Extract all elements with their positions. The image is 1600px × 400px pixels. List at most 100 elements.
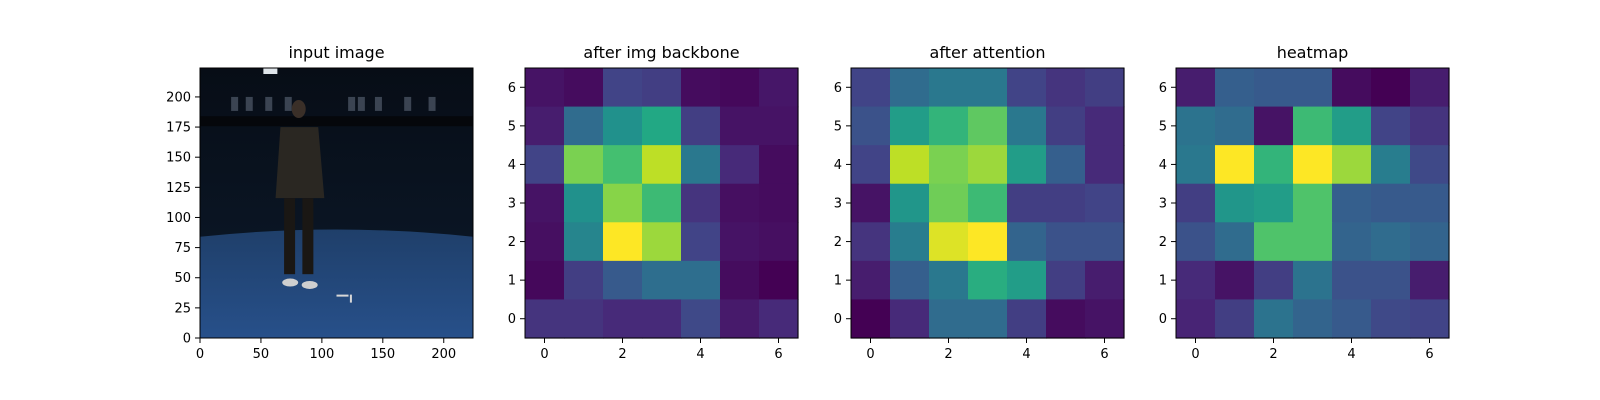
x-tick-label: 4 (1347, 347, 1355, 362)
y-tick-label: 3 (834, 197, 842, 212)
heatmap-cell (1176, 299, 1216, 339)
heatmap-cell (642, 222, 682, 262)
heatmap-cell (759, 145, 799, 185)
heatmap-cell (1007, 106, 1047, 146)
heatmap-cell (603, 145, 643, 185)
heatmap-cell (603, 183, 643, 223)
heatmap-cell (1046, 106, 1086, 146)
heatmap-cell (720, 299, 760, 339)
y-tick-label: 2 (834, 235, 842, 250)
axes-frame: after attention 0 2 4 6 0 1 2 3 4 5 6 (834, 43, 1125, 362)
heatmap-cell (1254, 68, 1294, 108)
heatmap-cell (1215, 299, 1255, 339)
y-tick-label: 0 (183, 332, 191, 347)
x-tick-label: 50 (253, 347, 270, 362)
heatmap-cells (851, 68, 1125, 339)
heatmap-cell (851, 68, 891, 108)
heatmap-cell (1176, 145, 1216, 185)
heatmap-cell (642, 183, 682, 223)
light-fixture (263, 68, 278, 74)
heatmap-cell (642, 106, 682, 146)
heatmap-cell (759, 68, 799, 108)
heatmap-cell (642, 299, 682, 339)
heatmap-cell (720, 145, 760, 185)
y-tick-label: 5 (1159, 119, 1167, 134)
heatmap-cell (1332, 106, 1372, 146)
heatmap-cell (851, 222, 891, 262)
heatmap-cell (1007, 145, 1047, 185)
heatmap-cell (564, 183, 604, 223)
camera-rig (200, 116, 473, 127)
heatmap-cell (1215, 106, 1255, 146)
heatmap-cell (1371, 260, 1411, 301)
person-leg (284, 198, 296, 275)
heatmap-cell (720, 260, 760, 301)
y-tick-label: 5 (508, 119, 516, 134)
camera-icon (428, 96, 436, 111)
heatmap-cell (681, 106, 721, 146)
heatmap-cell (1410, 183, 1450, 223)
heatmap-cell (1254, 260, 1294, 301)
person-shoe (282, 278, 299, 287)
camera-icon (374, 96, 382, 111)
camera-icon (404, 96, 412, 111)
heatmap-cell (1332, 183, 1372, 223)
heatmap-cell (1332, 68, 1372, 108)
heatmap-cell (890, 68, 930, 108)
heatmap-cell (968, 145, 1008, 185)
heatmap-cell (525, 260, 565, 301)
x-tick-label: 0 (540, 347, 548, 362)
heatmap-cell (564, 68, 604, 108)
x-tick-label: 6 (774, 347, 782, 362)
heatmap-cell (1176, 183, 1216, 223)
axes-frame: after img backbone 0 2 4 6 0 1 2 3 4 5 6 (508, 43, 799, 362)
floor (200, 229, 473, 338)
heatmap-cell (1371, 299, 1411, 339)
heatmap-cell (1215, 222, 1255, 262)
heatmap-cell (603, 106, 643, 146)
heatmap-cell (851, 106, 891, 146)
heatmap-cell (1371, 222, 1411, 262)
heatmap-cell (564, 299, 604, 339)
heatmap-cell (1176, 68, 1216, 108)
heatmap-cell (1293, 145, 1333, 185)
person-head (291, 99, 306, 118)
heatmap-cell (1293, 260, 1333, 301)
heatmap-cell (1046, 299, 1086, 339)
heatmap-cell (1046, 222, 1086, 262)
camera-icon (357, 96, 365, 111)
heatmap-cell (1254, 145, 1294, 185)
y-tick-label: 1 (834, 274, 842, 289)
y-tick-label: 200 (166, 90, 191, 105)
x-tick-label: 150 (370, 347, 395, 362)
y-tick-label: 1 (508, 274, 516, 289)
x-tick-label: 6 (1100, 347, 1108, 362)
heatmap-cell (1215, 145, 1255, 185)
x-tick-label: 4 (696, 347, 704, 362)
heatmap-cell (968, 222, 1008, 262)
heatmap-cell (1085, 260, 1125, 301)
heatmap-cell (564, 106, 604, 146)
panel-title: after attention (930, 43, 1046, 62)
heatmap-cell (1293, 68, 1333, 108)
x-tick-label: 0 (1191, 347, 1199, 362)
heatmap-cell (1371, 106, 1411, 146)
panel-title: input image (288, 43, 384, 62)
heatmap-cell (1410, 260, 1450, 301)
heatmap-cell (968, 260, 1008, 301)
heatmap-cell (929, 183, 969, 223)
heatmap-cell (681, 183, 721, 223)
y-tick-label: 4 (508, 158, 516, 173)
heatmap-cell (851, 183, 891, 223)
heatmap-cell (759, 260, 799, 301)
heatmap-cell (603, 299, 643, 339)
y-tick-label: 3 (1159, 197, 1167, 212)
heatmap-cell (1215, 183, 1255, 223)
heatmap-cell (1293, 222, 1333, 262)
heatmap-cell (1085, 299, 1125, 339)
heatmap-cell (890, 106, 930, 146)
heatmap-cell (720, 68, 760, 108)
heatmap-cell (603, 68, 643, 108)
heatmap-cell (1176, 222, 1216, 262)
heatmap-cell (1085, 106, 1125, 146)
